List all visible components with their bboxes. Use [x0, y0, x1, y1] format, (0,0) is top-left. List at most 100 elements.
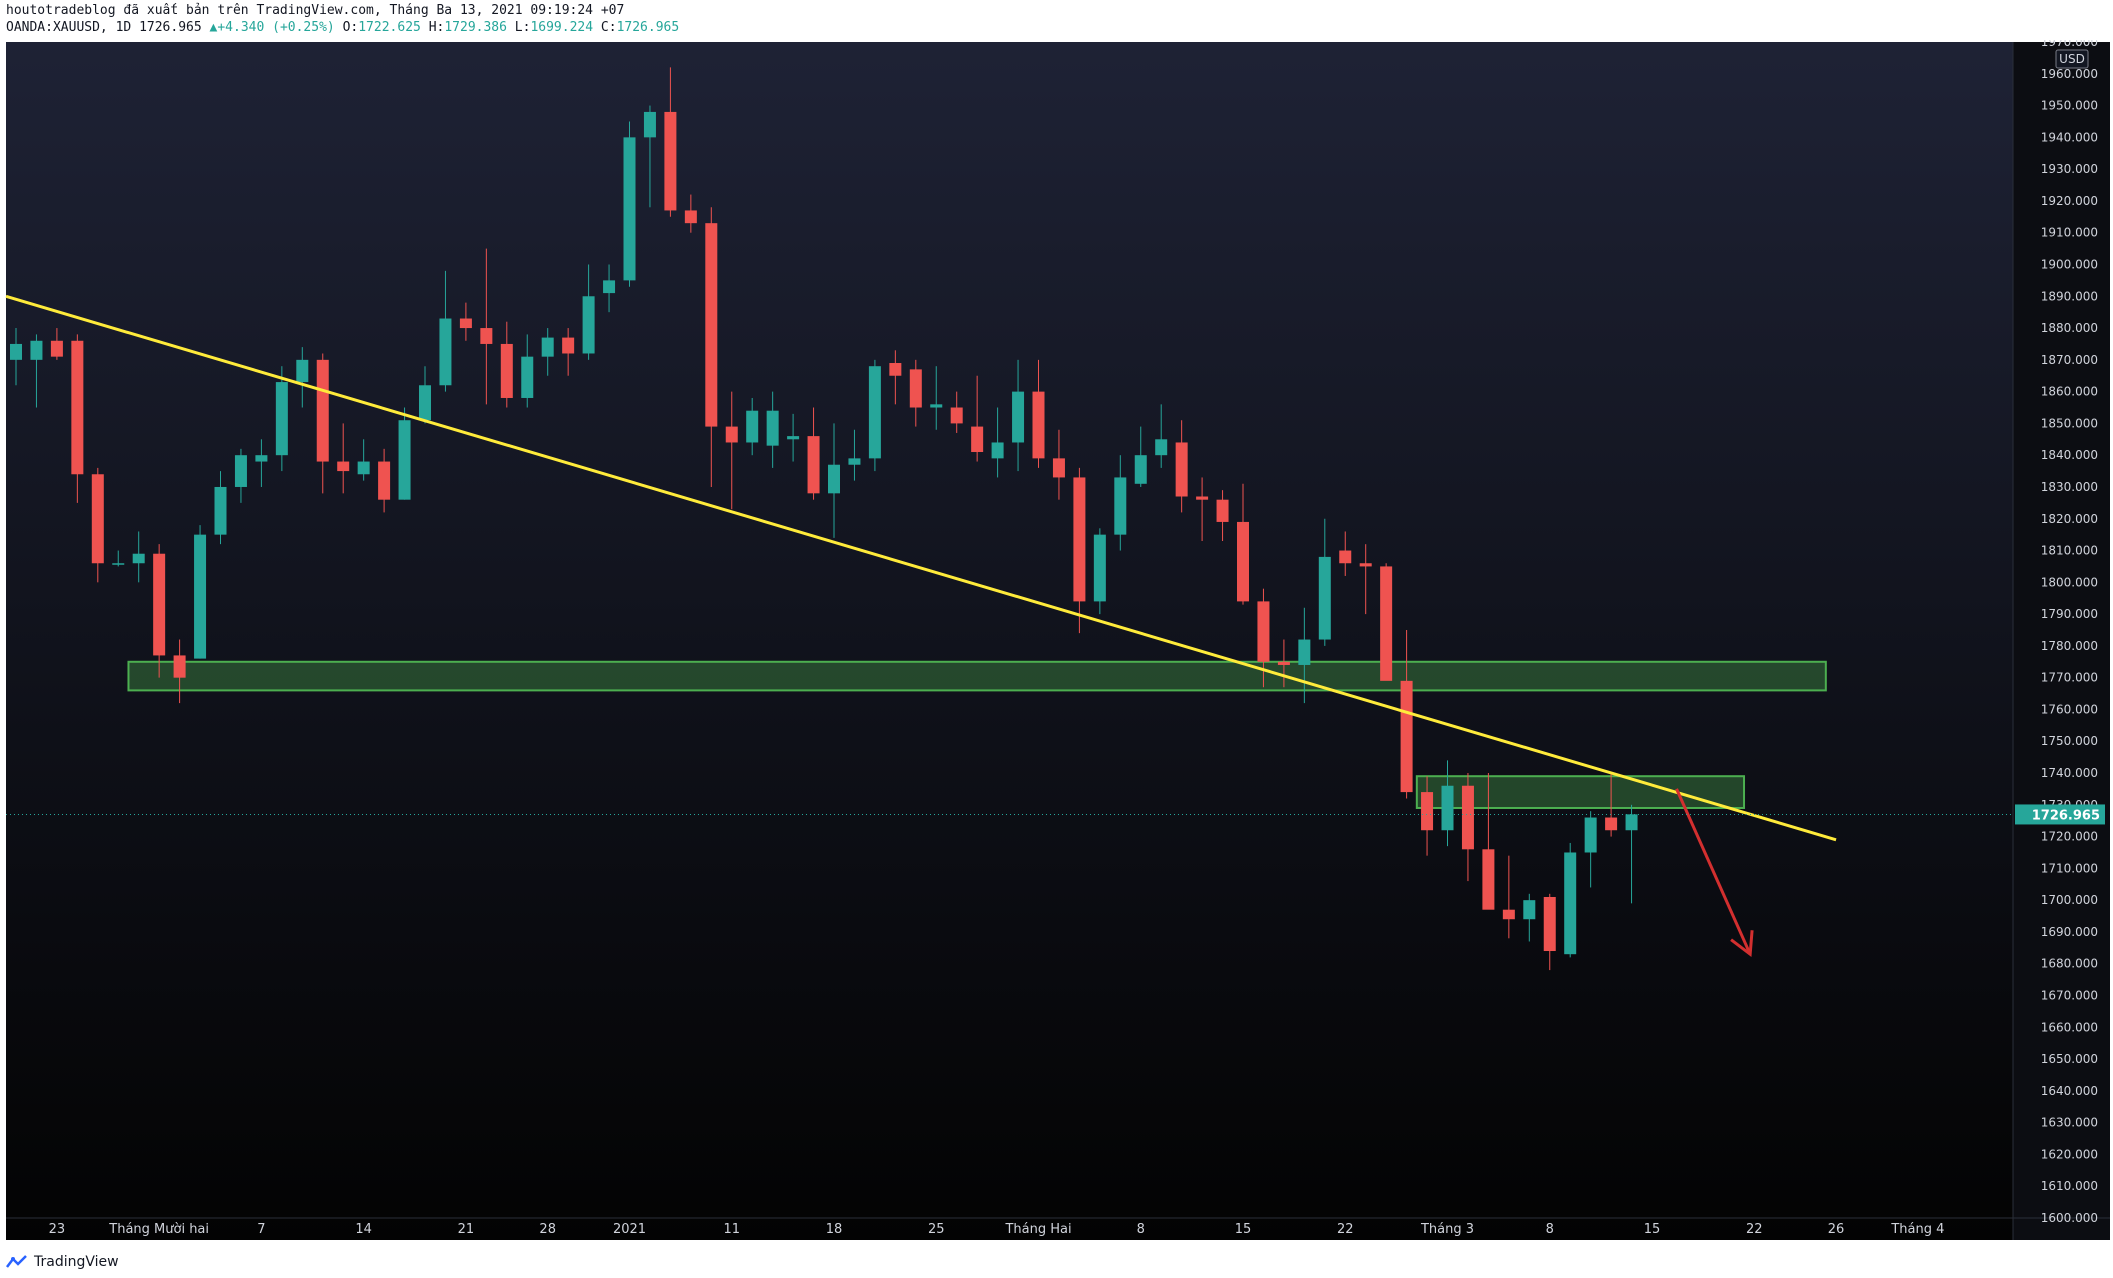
zone-rect-1	[127, 660, 1827, 692]
candle-body	[971, 426, 984, 453]
low-value: 1699.224	[530, 20, 594, 35]
candle-body	[623, 137, 636, 281]
candle-body	[1625, 814, 1638, 831]
candle-body	[582, 296, 595, 354]
candle-body	[1441, 785, 1454, 831]
candle-body	[1400, 680, 1413, 793]
candle-body	[1216, 499, 1229, 522]
publish-line: houtotradeblog đã xuất bản trên TradingV…	[6, 3, 625, 18]
candle-body	[1134, 455, 1147, 484]
trendline	[5, 294, 1837, 842]
candle-body	[1584, 817, 1597, 853]
currency-badge[interactable]: USD	[2055, 49, 2089, 69]
brand-label: TradingView	[34, 1254, 119, 1270]
price-tick-label: 1740.000	[2041, 766, 2098, 780]
close-label: C:	[600, 20, 617, 35]
price-tick-label: 1630.000	[2041, 1116, 2098, 1130]
candle-body	[1564, 852, 1577, 955]
candle-body	[643, 111, 656, 138]
time-tick-label: 23	[49, 1222, 66, 1237]
candle-body	[828, 464, 840, 494]
candle-body	[132, 553, 145, 564]
price-tick-label: 1830.000	[2041, 480, 2098, 494]
time-tick-label: Tháng 3	[1420, 1222, 1474, 1237]
candle-body	[316, 359, 329, 462]
price-tick-label: 1820.000	[2041, 512, 2098, 526]
time-tick-label: 11	[723, 1222, 740, 1237]
arrow-layer	[1675, 788, 1754, 958]
price-tick-label: 1790.000	[2041, 607, 2098, 621]
time-tick-label: 14	[355, 1222, 372, 1237]
candle-body	[868, 366, 881, 459]
candle-body	[1277, 661, 1290, 665]
last-price-badge-bg	[2015, 804, 2105, 825]
price-axis[interactable]: 1600.000 1610.000 1620.000 1630.000 1640.000…	[2015, 40, 2105, 1225]
price-tick-label: 1720.000	[2041, 830, 2098, 844]
time-tick-label: Tháng Mười hai	[108, 1222, 209, 1237]
candle-body	[500, 343, 513, 398]
price-chart[interactable]: 1600.000 1610.000 1620.000 1630.000 1640.000…	[0, 40, 2113, 1246]
candle-body	[50, 340, 63, 357]
time-tick-label: Tháng 4	[1890, 1222, 1944, 1237]
price-tick-label: 1620.000	[2041, 1147, 2098, 1161]
price-tick-label: 1650.000	[2041, 1052, 2098, 1066]
close-value: 1726.965	[616, 20, 680, 35]
price-tick-label: 1930.000	[2041, 162, 2098, 176]
price-tick-label: 1690.000	[2041, 925, 2098, 939]
currency-label: USD	[2059, 52, 2085, 66]
candle-body	[664, 111, 677, 211]
price-tick-label: 1870.000	[2041, 353, 2098, 367]
candle-body	[173, 655, 186, 678]
time-tick-label: 28	[539, 1222, 556, 1237]
price-tick-label: 1700.000	[2041, 893, 2098, 907]
price-tick-label: 1890.000	[2041, 289, 2098, 303]
candle-body	[766, 410, 779, 446]
candle-body	[521, 356, 534, 398]
candle-body	[991, 442, 1004, 459]
candle-body	[459, 318, 472, 329]
price-tick-label: 1800.000	[2041, 575, 2098, 589]
last-price: 1726.965	[139, 20, 202, 35]
candle-body	[1543, 896, 1556, 952]
price-tick-label: 1610.000	[2041, 1179, 2098, 1193]
tradingview-footer[interactable]: TradingView	[6, 1252, 119, 1272]
time-axis[interactable]: 23 Tháng Mười hai 7 14 21 28 2021 11 18 25 Tháng H…	[49, 1222, 1945, 1237]
candle-body	[603, 280, 616, 294]
candle-body	[71, 340, 84, 475]
price-tick-label: 1900.000	[2041, 257, 2098, 271]
candle-body	[950, 407, 963, 424]
candle-body	[1605, 817, 1618, 831]
price-tick-label: 1940.000	[2041, 130, 2098, 144]
candle-body	[337, 461, 350, 472]
time-tick-label: 21	[458, 1222, 475, 1237]
last-price-badge-label: 1726.965	[2032, 808, 2100, 823]
symbol-info-line: OANDA:XAUUSD, 1D 1726.965 ▲+4.340 (+0.25…	[6, 19, 2106, 36]
price-axis-background[interactable]	[2013, 42, 2110, 1240]
candle-body	[1421, 792, 1434, 831]
symbol-label: OANDA:XAUUSD, 1D	[6, 20, 132, 35]
price-tick-label: 1600.000	[2041, 1211, 2098, 1225]
time-tick-label: 8	[1546, 1222, 1554, 1237]
candle-body	[705, 223, 718, 427]
price-tick-label: 1680.000	[2041, 957, 2098, 971]
price-tick-label: 1780.000	[2041, 639, 2098, 653]
time-tick-label: 26	[1828, 1222, 1845, 1237]
candle-body	[1012, 391, 1025, 443]
last-price-badge: 1726.965	[2015, 804, 2105, 825]
down-arrow-shaft	[1675, 788, 1752, 955]
plot-background[interactable]	[6, 42, 2013, 1240]
open-label: O:	[342, 20, 359, 35]
price-tick-label: 1750.000	[2041, 734, 2098, 748]
candle-body	[439, 318, 452, 386]
candle-body	[930, 404, 943, 408]
candle-body	[296, 359, 309, 383]
candle-body	[909, 369, 922, 408]
candle-body	[1523, 900, 1536, 920]
candle-body	[194, 534, 207, 659]
price-tick-label: 1970.000	[2041, 40, 2098, 49]
candle-body	[1032, 391, 1045, 459]
up-arrow-icon: ▲	[209, 20, 218, 35]
candle-body	[1073, 477, 1086, 602]
price-tick-label: 1840.000	[2041, 448, 2098, 462]
price-change: +4.340 (+0.25%)	[217, 20, 335, 35]
